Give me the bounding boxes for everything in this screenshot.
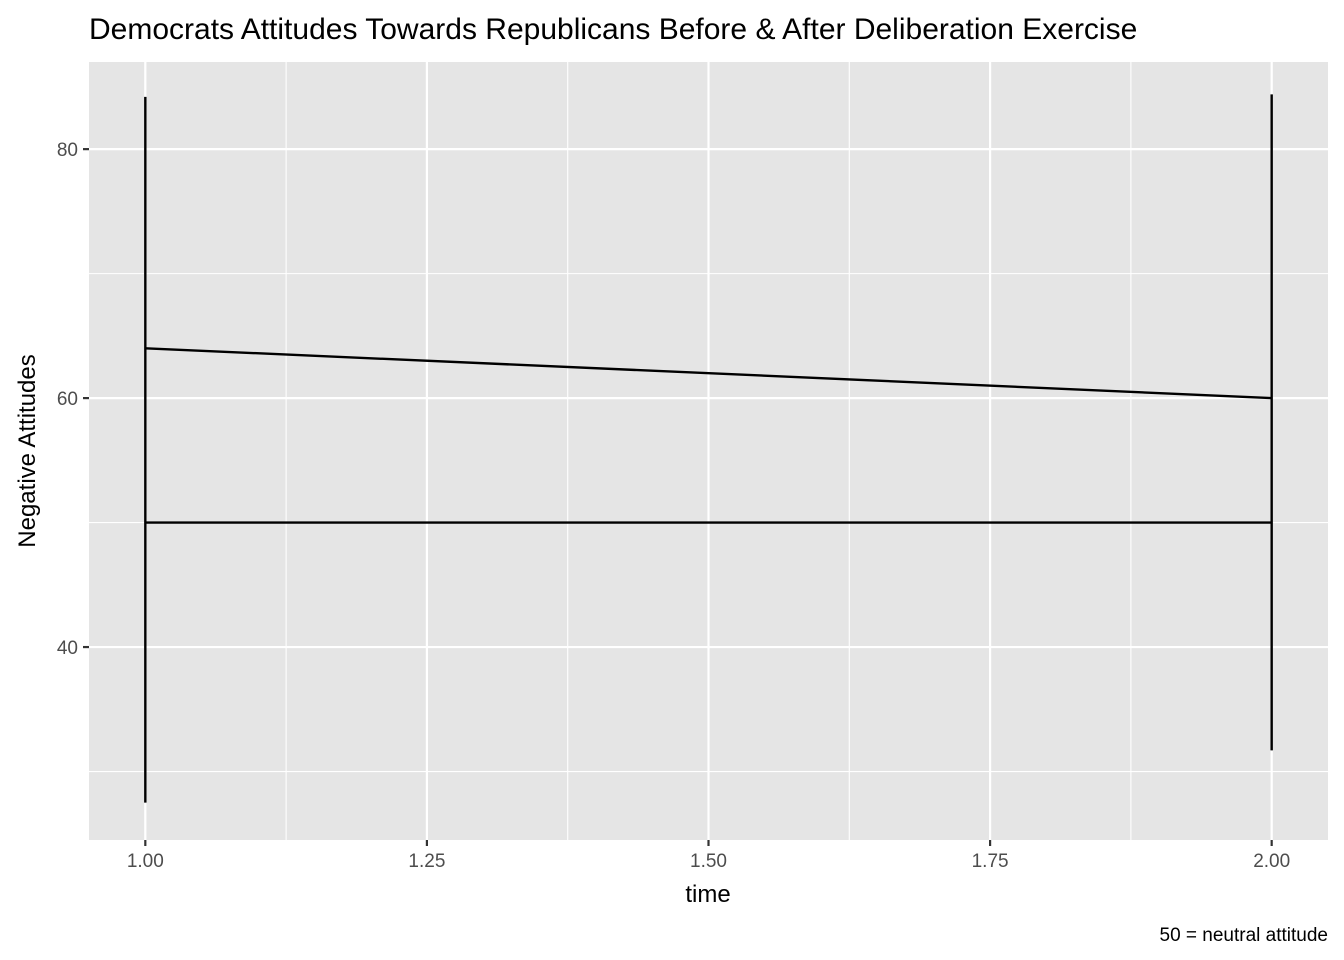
x-tick-label: 1.75 [972,851,1009,872]
x-tick-label: 1.25 [408,851,445,872]
data-layer [144,94,1273,803]
chart-caption: 50 = neutral attitude [1160,925,1329,946]
chart-title: Democrats Attitudes Towards Republicans … [89,13,1137,46]
x-tick-label: 1.50 [690,851,727,872]
y-tick-label: 60 [57,389,78,410]
x-axis-title: time [685,881,730,908]
x-tick-label: 1.00 [127,851,164,872]
mean-line [145,347,1272,400]
x-tick-label: 2.00 [1253,851,1290,872]
y-tick-label: 80 [57,140,78,161]
y-tick-label: 40 [57,638,78,659]
axes: 1.00 1.25 1.50 1.75 2.00 40 60 80 [57,140,1290,872]
y-axis-title: Negative Attitudes [14,354,41,547]
